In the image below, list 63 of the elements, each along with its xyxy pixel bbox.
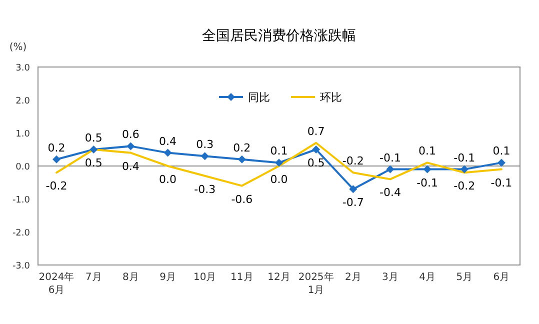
data-label: -0.2 bbox=[342, 154, 364, 168]
y-tick-label: 3.0 bbox=[16, 64, 30, 74]
x-tick-label: 2月 bbox=[344, 272, 362, 283]
data-label: 0.4 bbox=[122, 160, 140, 173]
data-label: 0.4 bbox=[159, 134, 177, 148]
data-label: -0.1 bbox=[454, 151, 476, 164]
chart-title: 全国居民消费价格涨跌幅 bbox=[202, 28, 356, 44]
x-tick-label: 7月 bbox=[85, 272, 102, 283]
x-tick-label: 9月 bbox=[160, 272, 176, 283]
y-tick-label: 2.0 bbox=[16, 96, 30, 106]
point bbox=[349, 185, 358, 194]
legend-label: 环比 bbox=[320, 91, 342, 104]
x-tick-label: 2024年 6月 bbox=[38, 271, 74, 296]
y-axis-title: (%) bbox=[9, 42, 27, 53]
point bbox=[126, 142, 135, 150]
x-tick-label: 12月 bbox=[268, 272, 290, 283]
legend-label: 同比 bbox=[248, 91, 270, 104]
point bbox=[497, 158, 506, 167]
point bbox=[52, 155, 61, 164]
point bbox=[386, 165, 394, 174]
x-tick-label: 5月 bbox=[456, 272, 473, 283]
y-tick-label: 0.0 bbox=[16, 162, 30, 172]
data-label: -0.2 bbox=[46, 180, 68, 193]
data-label: 0.7 bbox=[307, 124, 325, 138]
point bbox=[312, 146, 320, 154]
data-label: -0.3 bbox=[194, 182, 216, 196]
data-label: 0.3 bbox=[196, 138, 214, 152]
data-label: -0.7 bbox=[342, 196, 364, 210]
point bbox=[164, 148, 172, 157]
data-label: -0.2 bbox=[454, 180, 476, 193]
data-label: -0.6 bbox=[231, 192, 253, 206]
data-label: 0.1 bbox=[492, 144, 510, 158]
point bbox=[238, 155, 246, 164]
data-label: -0.1 bbox=[416, 176, 438, 190]
data-label: 0.2 bbox=[233, 141, 251, 154]
data-label: -0.4 bbox=[379, 186, 401, 200]
data-label: 0.0 bbox=[270, 173, 288, 186]
point bbox=[90, 146, 98, 154]
x-tick-label: 8月 bbox=[122, 272, 139, 283]
x-tick-label: 11月 bbox=[230, 272, 254, 283]
y-tick-label: -2.0 bbox=[12, 228, 30, 238]
data-label: 0.5 bbox=[84, 132, 102, 144]
data-label: -0.1 bbox=[379, 151, 401, 164]
data-label: 0.2 bbox=[48, 141, 66, 154]
point bbox=[423, 165, 432, 174]
data-label: 0.1 bbox=[270, 144, 288, 158]
data-label: 0.6 bbox=[122, 128, 140, 142]
point bbox=[460, 165, 468, 174]
x-tick-label: 10月 bbox=[193, 272, 216, 283]
data-label: 0.0 bbox=[159, 173, 177, 186]
x-tick-label: 2025年 1月 bbox=[298, 271, 334, 296]
x-tick-label: 3月 bbox=[382, 272, 398, 283]
data-label: 0.5 bbox=[84, 156, 102, 170]
y-tick-label: -3.0 bbox=[12, 262, 30, 272]
x-tick-label: 6月 bbox=[493, 272, 510, 283]
data-label: -0.1 bbox=[490, 176, 512, 190]
x-tick-label: 4月 bbox=[419, 272, 436, 283]
point bbox=[275, 158, 283, 167]
point bbox=[200, 152, 209, 160]
y-tick-label: -1.0 bbox=[12, 196, 30, 206]
data-label: 0.1 bbox=[418, 144, 436, 158]
data-label: 0.5 bbox=[307, 156, 325, 170]
y-tick-label: 1.0 bbox=[16, 130, 30, 140]
